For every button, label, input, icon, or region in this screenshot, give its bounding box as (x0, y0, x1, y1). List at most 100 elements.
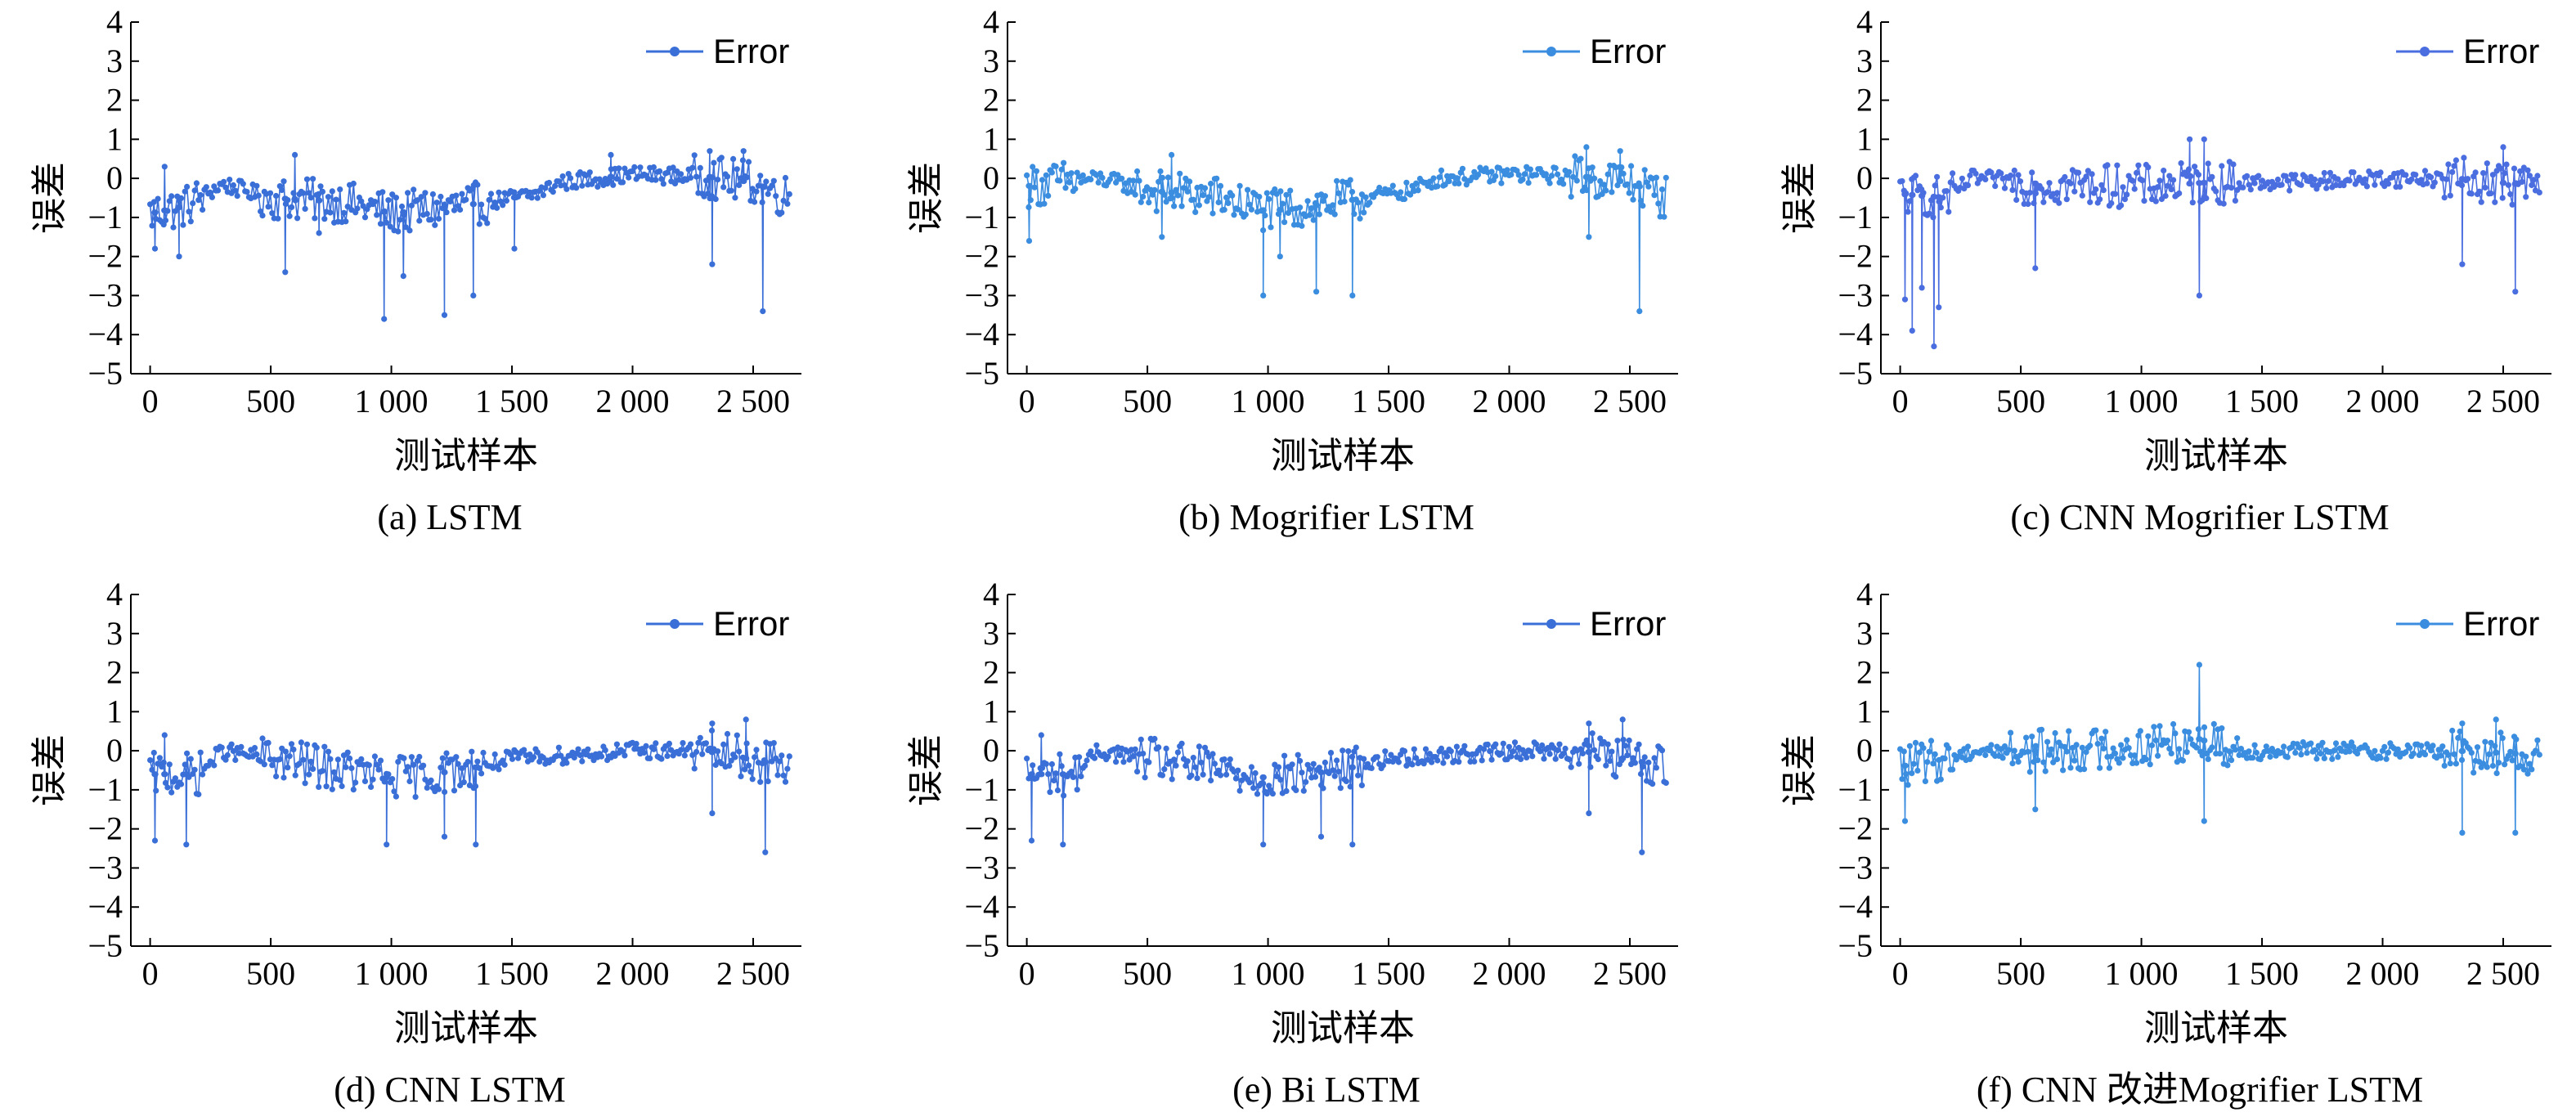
error-point (1583, 187, 1590, 194)
x-tick-label: 0 (142, 383, 159, 419)
error-point (273, 192, 280, 200)
error-point (1640, 764, 1646, 770)
error-point (1361, 756, 1367, 762)
error-point (302, 205, 308, 212)
error-point (1211, 760, 1218, 767)
error-point (1095, 179, 1102, 186)
error-point (1440, 760, 1447, 766)
error-point (585, 746, 591, 752)
error-point (2488, 739, 2494, 747)
error-point (2412, 172, 2419, 178)
error-point (1119, 175, 1125, 182)
error-point (545, 179, 553, 186)
error-point (170, 224, 177, 231)
error-point (1579, 750, 1586, 757)
error-point (1916, 749, 1923, 756)
error-point (2032, 747, 2039, 754)
error-point (2274, 176, 2282, 183)
error-point (774, 772, 781, 778)
error-point (2335, 754, 2341, 760)
error-point (1511, 739, 1519, 746)
error-point (658, 176, 665, 182)
error-point (511, 245, 518, 252)
error-point (2213, 188, 2219, 195)
error-point (1310, 217, 1317, 223)
error-point (1504, 167, 1510, 173)
error-point (276, 756, 283, 763)
error-point (1260, 774, 1267, 781)
error-point (1157, 168, 1164, 175)
error-point (191, 187, 198, 194)
error-point (473, 841, 479, 848)
error-point (2397, 183, 2403, 190)
error-point (2185, 729, 2192, 735)
error-point (2121, 196, 2128, 203)
error-point (1052, 770, 1059, 777)
error-point (2100, 745, 2107, 752)
error-point (1374, 754, 1380, 760)
error-point (687, 741, 694, 747)
error-point (2445, 161, 2452, 168)
error-point (1599, 191, 1605, 197)
error-point (1586, 234, 1592, 240)
y-tick-label: −2 (964, 810, 999, 847)
error-point (491, 200, 498, 206)
error-point (1388, 751, 1394, 758)
error-point (350, 180, 357, 187)
error-point (1972, 170, 1979, 177)
error-point (2502, 170, 2508, 177)
error-point (2143, 756, 2149, 763)
error-point (1529, 753, 1536, 760)
error-point (1429, 759, 1435, 765)
error-point (1349, 753, 1356, 760)
error-point (1597, 177, 1604, 185)
error-point (265, 204, 272, 210)
error-point (2067, 180, 2074, 186)
error-point (2408, 176, 2415, 182)
error-point (1947, 179, 1954, 186)
error-point (1560, 751, 1567, 757)
error-point (1436, 174, 1443, 181)
error-point (438, 765, 444, 771)
error-point (412, 794, 419, 801)
error-point (2383, 756, 2390, 762)
error-point (1163, 745, 1169, 752)
error-point (2298, 751, 2304, 758)
x-tick-label: 0 (1019, 955, 1035, 992)
error-point (1174, 749, 1181, 756)
error-point (2044, 738, 2051, 745)
error-point (2424, 180, 2430, 186)
error-point (416, 218, 423, 224)
error-point (2492, 199, 2498, 205)
error-point (2031, 200, 2037, 207)
error-point (347, 755, 353, 762)
error-point (402, 768, 409, 774)
error-point (2209, 744, 2215, 751)
error-point (1345, 748, 1352, 755)
error-point (1043, 172, 1049, 178)
error-point (1116, 752, 1123, 759)
error-point (474, 758, 481, 765)
error-point (2459, 261, 2466, 267)
error-point (200, 771, 206, 778)
error-point (602, 747, 608, 754)
error-point (738, 773, 744, 780)
error-point (1928, 738, 1935, 744)
error-point (724, 173, 731, 180)
y-axis-title: 误差 (1779, 162, 1820, 234)
error-point (509, 756, 516, 762)
error-point (708, 727, 716, 734)
error-point (1609, 189, 1615, 195)
error-point (563, 760, 570, 766)
error-point (1901, 296, 1909, 303)
error-point (1533, 741, 1540, 747)
error-point (728, 187, 734, 194)
error-point (416, 753, 423, 760)
error-point (312, 215, 318, 222)
error-point (300, 190, 307, 196)
error-point (1988, 742, 1995, 748)
error-point (375, 766, 382, 773)
error-point (280, 178, 287, 185)
x-tick-label: 2 500 (1593, 955, 1667, 992)
error-point (441, 833, 448, 840)
